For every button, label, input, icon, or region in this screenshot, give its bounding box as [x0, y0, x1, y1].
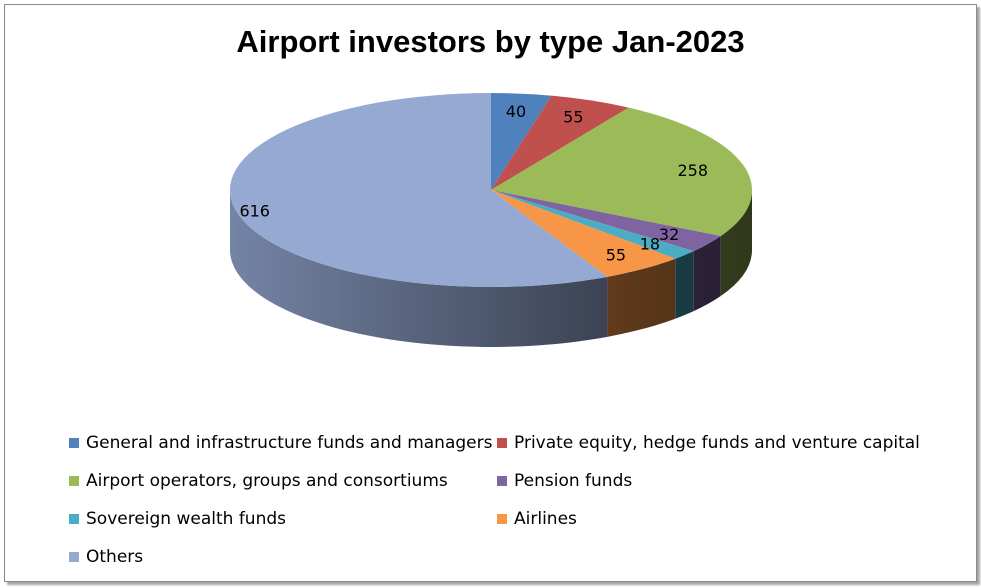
pie-side-others: [230, 190, 608, 347]
pie-slice-pension-funds: [491, 190, 721, 252]
pie-side-airport-operators-groups-and-consortiums: [720, 190, 752, 297]
pie-slice-airlines: [491, 190, 676, 277]
pie-slice-others: [229, 93, 608, 287]
data-label-airport-operators-groups-and-consortiums: 258: [677, 161, 708, 180]
pie-slice-private-equity-hedge-funds-and-venture-capital: [491, 95, 629, 190]
pie-slice-sovereign-wealth-funds: [491, 190, 694, 259]
pie-side-sovereign-wealth-funds: [675, 251, 694, 319]
data-label-pension-funds: 32: [659, 225, 679, 244]
data-label-others: 616: [239, 202, 270, 221]
pie-slice-airport-operators-groups-and-consortiums: [491, 107, 752, 237]
data-label-sovereign-wealth-funds: 18: [640, 234, 660, 253]
pie-slice-general-and-infrastructure-funds-and-managers: [491, 93, 552, 190]
data-label-general-and-infrastructure-funds-and-managers: 40: [506, 102, 526, 121]
data-label-private-equity-hedge-funds-and-venture-capital: 55: [563, 108, 583, 127]
pie-side-pension-funds: [693, 236, 721, 312]
pie-side-airlines: [607, 258, 676, 337]
chart-title: Airport investors by type Jan-2023: [236, 24, 745, 59]
data-label-airlines: 55: [606, 246, 626, 265]
